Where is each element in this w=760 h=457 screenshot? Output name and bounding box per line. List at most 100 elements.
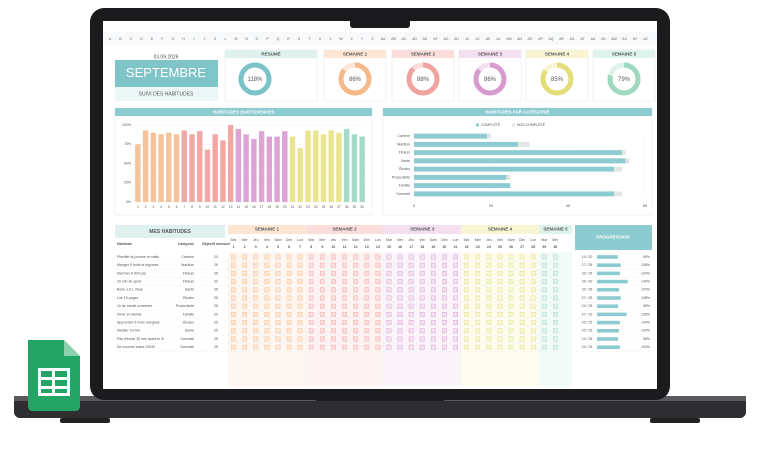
- checkbox[interactable]: [497, 312, 503, 317]
- checkbox[interactable]: [397, 287, 403, 293]
- checkbox[interactable]: [264, 320, 270, 325]
- checkbox[interactable]: [508, 254, 514, 260]
- checkbox[interactable]: [264, 336, 270, 342]
- checkbox[interactable]: [286, 312, 292, 317]
- checkbox[interactable]: [275, 328, 281, 334]
- checkbox[interactable]: [519, 271, 525, 276]
- checkbox[interactable]: [486, 303, 492, 309]
- checkbox[interactable]: [364, 312, 370, 317]
- checkbox[interactable]: [497, 320, 503, 325]
- checkbox[interactable]: [286, 254, 292, 260]
- checkbox[interactable]: [553, 271, 558, 276]
- checkbox[interactable]: [464, 303, 470, 309]
- checkbox[interactable]: [264, 295, 270, 301]
- checkbox[interactable]: [353, 295, 359, 301]
- checkbox[interactable]: [297, 254, 303, 260]
- checkbox[interactable]: [508, 336, 514, 342]
- checkbox[interactable]: [419, 303, 425, 309]
- checkbox[interactable]: [541, 279, 547, 284]
- checkbox[interactable]: [319, 271, 325, 276]
- checkbox[interactable]: [519, 336, 525, 342]
- checkbox[interactable]: [530, 271, 536, 276]
- checkbox[interactable]: [342, 344, 347, 350]
- checkbox[interactable]: [519, 262, 525, 268]
- checkbox[interactable]: [386, 312, 392, 317]
- checkbox[interactable]: [486, 254, 492, 260]
- checkbox[interactable]: [242, 320, 248, 325]
- checkbox[interactable]: [408, 328, 414, 334]
- checkbox[interactable]: [353, 328, 359, 334]
- checkbox[interactable]: [275, 303, 281, 309]
- checkbox[interactable]: [508, 320, 514, 325]
- checkbox[interactable]: [419, 344, 425, 350]
- checkbox[interactable]: [519, 344, 525, 350]
- checkbox[interactable]: [453, 303, 458, 309]
- checkbox[interactable]: [508, 262, 514, 268]
- checkbox[interactable]: [253, 336, 259, 342]
- checkbox[interactable]: [353, 336, 359, 342]
- checkbox[interactable]: [508, 287, 514, 293]
- checkbox[interactable]: [297, 328, 303, 334]
- checkbox[interactable]: [430, 295, 436, 301]
- checkbox[interactable]: [397, 328, 403, 334]
- checkbox[interactable]: [342, 271, 347, 276]
- checkbox[interactable]: [486, 271, 492, 276]
- checkbox[interactable]: [553, 279, 558, 284]
- checkbox[interactable]: [242, 279, 248, 284]
- checkbox[interactable]: [231, 328, 236, 334]
- checkbox[interactable]: [486, 295, 492, 301]
- checkbox[interactable]: [453, 262, 458, 268]
- checkbox[interactable]: [408, 303, 414, 309]
- checkbox[interactable]: [430, 336, 436, 342]
- checkbox[interactable]: [486, 312, 492, 317]
- checkbox[interactable]: [353, 344, 359, 350]
- checkbox[interactable]: [453, 328, 458, 334]
- checkbox[interactable]: [331, 262, 336, 268]
- checkbox[interactable]: [308, 303, 314, 309]
- checkbox[interactable]: [331, 336, 336, 342]
- checkbox[interactable]: [297, 344, 303, 350]
- checkbox[interactable]: [353, 271, 359, 276]
- checkbox[interactable]: [541, 328, 547, 334]
- checkbox[interactable]: [397, 320, 403, 325]
- checkbox[interactable]: [475, 344, 481, 350]
- checkbox[interactable]: [386, 262, 392, 268]
- checkbox[interactable]: [419, 287, 425, 293]
- checkbox[interactable]: [442, 336, 447, 342]
- checkbox[interactable]: [442, 254, 447, 260]
- checkbox[interactable]: [308, 279, 314, 284]
- checkbox[interactable]: [386, 344, 392, 350]
- checkbox[interactable]: [408, 287, 414, 293]
- checkbox[interactable]: [242, 328, 248, 334]
- checkbox[interactable]: [297, 336, 303, 342]
- checkbox[interactable]: [408, 262, 414, 268]
- checkbox[interactable]: [275, 312, 281, 317]
- checkbox[interactable]: [408, 312, 414, 317]
- checkbox[interactable]: [486, 279, 492, 284]
- checkbox[interactable]: [231, 344, 236, 350]
- checkbox[interactable]: [464, 262, 470, 268]
- checkbox[interactable]: [453, 320, 458, 325]
- checkbox[interactable]: [364, 287, 370, 293]
- checkbox[interactable]: [508, 271, 514, 276]
- checkbox[interactable]: [453, 295, 458, 301]
- checkbox[interactable]: [297, 295, 303, 301]
- checkbox[interactable]: [541, 287, 547, 293]
- checkbox[interactable]: [553, 262, 558, 268]
- checkbox[interactable]: [364, 279, 370, 284]
- checkbox[interactable]: [430, 312, 436, 317]
- checkbox[interactable]: [242, 303, 248, 309]
- checkbox[interactable]: [497, 344, 503, 350]
- checkbox[interactable]: [308, 320, 314, 325]
- checkbox[interactable]: [264, 344, 270, 350]
- checkbox[interactable]: [497, 271, 503, 276]
- checkbox[interactable]: [253, 271, 259, 276]
- checkbox[interactable]: [353, 254, 359, 260]
- checkbox[interactable]: [430, 328, 436, 334]
- checkbox[interactable]: [430, 303, 436, 309]
- checkbox[interactable]: [530, 262, 536, 268]
- checkbox[interactable]: [375, 262, 381, 268]
- checkbox[interactable]: [541, 312, 547, 317]
- checkbox[interactable]: [530, 254, 536, 260]
- checkbox[interactable]: [419, 320, 425, 325]
